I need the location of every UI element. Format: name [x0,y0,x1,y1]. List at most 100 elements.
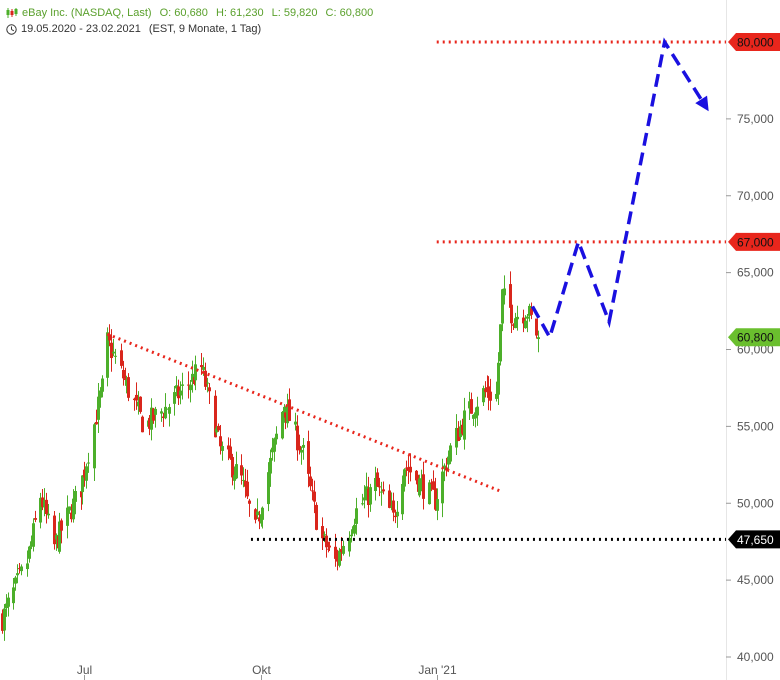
candle-body [55,534,58,540]
y-tick-label: 55,000 [737,419,774,433]
candle [514,312,517,329]
candle-body [474,412,477,419]
candle-body [374,477,377,492]
candle-body [122,369,125,379]
candle [95,409,98,425]
candle-body [160,411,163,414]
candle-body [81,475,84,493]
candle [482,385,485,407]
candle-body [307,441,310,474]
timeframe: (EST, 9 Monate, 1 Tag) [148,23,262,35]
candle [14,575,17,591]
candle-body [275,433,278,440]
candle [28,545,31,563]
candle-body [26,563,29,570]
candle [530,302,533,320]
candle [235,451,238,480]
candle-body [87,462,90,464]
candle [114,348,117,364]
candle-body [14,577,17,584]
candle [516,305,519,331]
candle [336,549,339,571]
candle [382,481,385,495]
candle-body [168,407,171,414]
candle [162,412,165,427]
candle [378,477,381,497]
candle-body [125,379,128,386]
candle-body [363,497,366,501]
candle [85,463,88,489]
candle-body [28,546,31,559]
candle-body [367,488,370,506]
candle-body [127,377,130,398]
candle-body [30,541,33,547]
instrument-name: eBay Inc. (NASDAQ, Last) [22,7,152,19]
candle-body [219,436,222,447]
candle [47,503,50,519]
candle [68,506,71,514]
candle [16,564,19,584]
candle-body [261,507,264,520]
candle-body [482,388,485,403]
candle [351,526,354,535]
candle-body [133,398,136,401]
candle [191,360,194,393]
candle [374,466,377,501]
candle-body [376,472,379,487]
candle-body [522,317,525,324]
candle [206,377,209,393]
candle [340,536,343,561]
candle [200,352,203,375]
candle-body [135,394,138,401]
candle-body [189,384,192,391]
candle-body [510,304,513,324]
candle [20,564,23,576]
support-price-badge-shape [728,530,780,549]
candle [428,479,431,505]
candle-body [509,284,512,308]
candle-body [227,445,230,450]
candle [179,381,182,405]
candle-body [420,478,423,481]
candle-body [313,491,316,502]
candle-body [443,465,446,469]
candle [275,426,278,445]
downtrend-line [106,332,501,493]
candle [101,375,104,398]
candle [309,466,312,491]
candle [474,407,477,428]
candle-body [288,399,291,421]
candle [254,508,257,524]
candle-body [497,362,500,395]
candle-body [325,535,328,548]
candle [535,318,538,339]
candle [177,379,180,406]
candle [459,420,462,441]
candle-body [12,587,15,604]
candle [321,517,324,551]
candle [221,441,224,461]
candle [41,488,44,511]
candle-body [396,511,399,517]
candle-body [470,399,473,414]
candle-body [298,445,301,451]
candle [229,438,232,460]
candle-body [242,479,245,481]
candle [133,397,136,411]
candle-body [380,491,383,493]
candle [468,391,471,421]
y-tick-label: 70,000 [737,189,774,203]
candle-body [114,355,117,357]
candle [476,396,479,426]
candle-body [455,427,458,448]
candle-body [338,550,341,566]
candle-body [72,498,75,520]
candle-body [221,446,224,451]
candle-body [202,366,205,370]
candle-body [173,392,176,404]
candle-body [74,490,77,502]
candle [93,422,96,482]
candle-body [139,396,142,412]
y-tick-label: 65,000 [737,266,774,280]
candle-body [434,488,437,510]
